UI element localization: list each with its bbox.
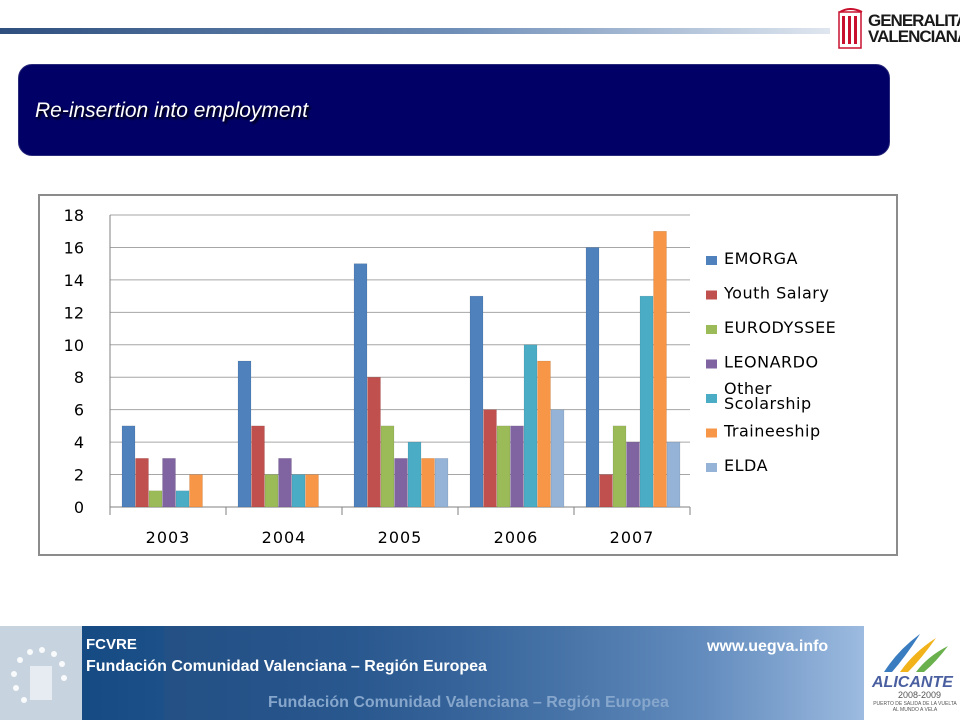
bar-eurodyssee-2005 bbox=[380, 425, 395, 508]
footer-bar bbox=[82, 626, 864, 720]
y-tick-label: 14 bbox=[64, 271, 84, 290]
bar-leonardo-2007 bbox=[626, 441, 640, 508]
legend-swatch bbox=[706, 428, 717, 438]
bar-eurodyssee-2004 bbox=[264, 474, 279, 508]
x-tick-label: 2006 bbox=[494, 528, 539, 547]
bar-traineeship-2007 bbox=[653, 230, 667, 508]
bar-traineeship-2004 bbox=[305, 474, 319, 508]
legend-label-traineeship: Traineeship bbox=[723, 422, 821, 441]
bar-emorga-2006 bbox=[469, 295, 484, 508]
bar-traineeship-2006 bbox=[537, 360, 551, 508]
bar-youth-salary-2007 bbox=[599, 474, 613, 508]
stars-icon bbox=[11, 647, 67, 703]
bar-traineeship-2005 bbox=[421, 458, 435, 508]
eu-stars-emblem bbox=[0, 626, 82, 720]
legend-label-eurodyssee: EURODYSSEE bbox=[724, 318, 836, 337]
legend-swatch bbox=[706, 359, 717, 369]
legend-swatch bbox=[706, 394, 717, 403]
header-divider-line bbox=[0, 28, 830, 34]
legend-label-other-scolarship: Other Scolarship bbox=[724, 379, 812, 413]
legend-swatch bbox=[706, 290, 717, 300]
y-tick-label: 12 bbox=[64, 303, 84, 322]
bar-eurodyssee-2003 bbox=[148, 490, 163, 508]
bar-emorga-2004 bbox=[237, 360, 252, 508]
chart-frame: 0 2 4 6 8 10 12 14 16 18 2003 2004 2005 2006 2007 EMORG… bbox=[38, 194, 898, 556]
x-tick-label: 2004 bbox=[262, 528, 307, 547]
legend-swatch bbox=[706, 256, 717, 265]
logo-years: 2008-2009 bbox=[898, 690, 942, 700]
bar-other-scolarship-2005 bbox=[407, 441, 422, 508]
bar-emorga-2005 bbox=[353, 263, 368, 508]
y-tick-label: 18 bbox=[64, 206, 84, 225]
bar-youth-salary-2004 bbox=[251, 425, 265, 508]
logo-text: GENERALITAT VALENCIANA bbox=[868, 11, 960, 46]
bar-youth-salary-2005 bbox=[367, 376, 381, 508]
slide-title: Re-insertion into employment bbox=[35, 99, 309, 122]
x-tick-label: 2005 bbox=[378, 528, 423, 547]
y-tick-label: 0 bbox=[74, 498, 84, 517]
legend-swatch bbox=[706, 463, 717, 472]
website-link[interactable]: www.uegva.info bbox=[707, 638, 829, 655]
bar-other-scolarship-2007 bbox=[639, 295, 654, 508]
bar-leonardo-2004 bbox=[278, 458, 292, 508]
footer: FCVRE Fundación Comunidad Valenciana – R… bbox=[0, 626, 960, 720]
y-tick-label: 2 bbox=[74, 466, 84, 485]
org-short-name: FCVRE bbox=[86, 636, 137, 653]
y-tick-label: 6 bbox=[74, 401, 84, 420]
bar-eurodyssee-2006 bbox=[496, 425, 511, 508]
bar-other-scolarship-2003 bbox=[175, 490, 190, 508]
legend-label-leonardo: LEONARDO bbox=[724, 353, 819, 372]
bar-traineeship-2003 bbox=[189, 474, 203, 508]
y-tick-label: 10 bbox=[64, 336, 84, 355]
y-tick-label: 4 bbox=[74, 433, 84, 452]
legend-label-emorga: EMORGA bbox=[724, 249, 798, 268]
logo-tagline: PUERTO DE SALIDA DE LA VUELTA AL MUNDO A… bbox=[873, 701, 957, 713]
x-tick-label: 2007 bbox=[610, 528, 655, 547]
bar-youth-salary-2003 bbox=[135, 458, 149, 508]
crest-icon bbox=[838, 8, 863, 49]
bar-emorga-2003 bbox=[121, 425, 136, 508]
y-tick-label: 16 bbox=[64, 238, 84, 257]
bar-leonardo-2006 bbox=[510, 425, 524, 508]
legend-label-elda: ELDA bbox=[724, 456, 768, 475]
sail-icon bbox=[884, 634, 948, 672]
org-full-name: Fundación Comunidad Valenciana – Región … bbox=[86, 658, 487, 675]
y-tick-label: 8 bbox=[74, 368, 84, 387]
legend-label-youth-salary: Youth Salary bbox=[723, 284, 829, 303]
x-tick-label: 2003 bbox=[146, 528, 191, 547]
bar-other-scolarship-2006 bbox=[523, 344, 538, 508]
org-name-watermark: Fundación Comunidad Valenciana – Región … bbox=[268, 694, 669, 711]
bar-elda-2005 bbox=[434, 458, 449, 508]
bar-leonardo-2005 bbox=[394, 458, 408, 508]
bar-chart: 0 2 4 6 8 10 12 14 16 18 2003 2004 2005 2006 2007 EMORG… bbox=[64, 206, 836, 547]
bar-elda-2007 bbox=[666, 441, 681, 508]
bar-elda-2006 bbox=[550, 409, 565, 508]
bar-youth-salary-2006 bbox=[483, 409, 497, 508]
bar-leonardo-2003 bbox=[162, 458, 176, 508]
logo-title: ALICANTE bbox=[872, 674, 953, 691]
title-banner: Re-insertion into employment bbox=[18, 64, 890, 156]
legend-swatch bbox=[706, 325, 717, 334]
bar-eurodyssee-2007 bbox=[612, 425, 627, 508]
bar-other-scolarship-2004 bbox=[291, 474, 306, 508]
alicante-logo: ALICANTE 2008-2009 PUERTO DE SALIDA DE L… bbox=[864, 626, 960, 720]
generalitat-valenciana-logo: GENERALITAT VALENCIANA bbox=[838, 6, 960, 56]
bar-emorga-2007 bbox=[585, 247, 600, 508]
